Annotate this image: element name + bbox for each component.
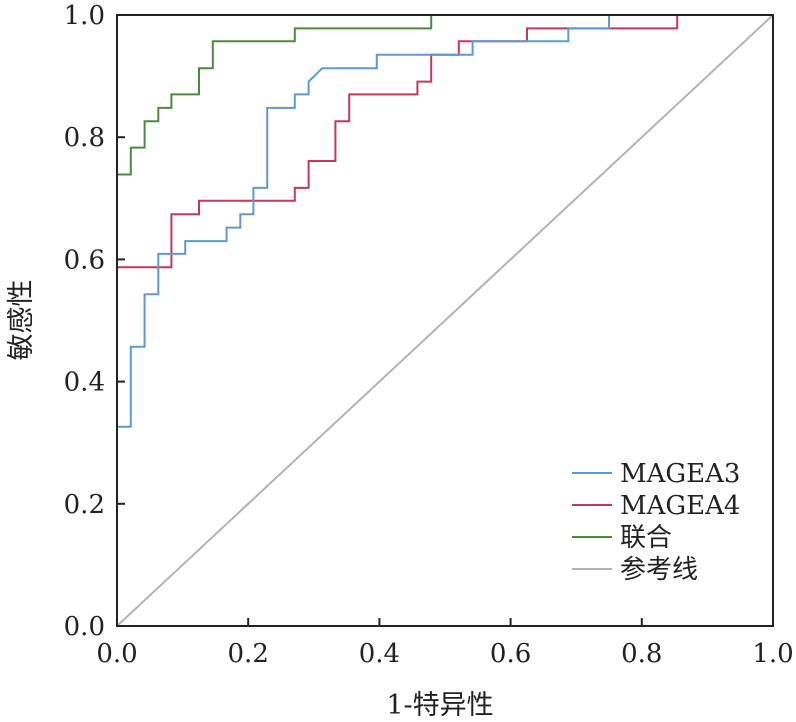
y-tick-label: 0.6	[64, 245, 105, 275]
series-layer	[116, 14, 774, 627]
x-tick-label: 0.8	[621, 639, 662, 669]
y-tick-label: 0.2	[64, 490, 105, 520]
x-tick-label: 1.0	[752, 639, 793, 669]
series-line-magea3	[117, 14, 773, 428]
series-line-reference	[116, 14, 774, 627]
y-tick-label: 0.4	[64, 368, 105, 398]
legend-label-reference: 参考线	[620, 555, 698, 585]
x-tick-label: 0.0	[96, 639, 137, 669]
series-line-magea4	[117, 14, 773, 269]
y-tick-label: 0.8	[64, 123, 105, 153]
legend-label-magea4: MAGEA4	[620, 491, 740, 521]
y-tick-label: 0.0	[64, 612, 105, 642]
y-axis-title: 敏感性	[6, 280, 37, 361]
x-tick-label: 0.6	[490, 639, 531, 669]
x-axis-title: 1-特异性	[386, 690, 493, 721]
plot-frame	[116, 14, 774, 627]
y-tick-label: 1.0	[64, 1, 105, 31]
x-tick-label: 0.4	[359, 639, 400, 669]
x-tick-label: 0.2	[228, 639, 269, 669]
y-axis: 0.0 0.2 0.4 0.6 0.8 1.0	[64, 1, 125, 642]
series-line-combined	[117, 14, 773, 176]
x-axis: 0.0 0.2 0.4 0.6 0.8 1.0	[96, 618, 794, 669]
legend-label-magea3: MAGEA3	[620, 459, 740, 489]
legend-label-combined: 联合	[620, 523, 672, 553]
